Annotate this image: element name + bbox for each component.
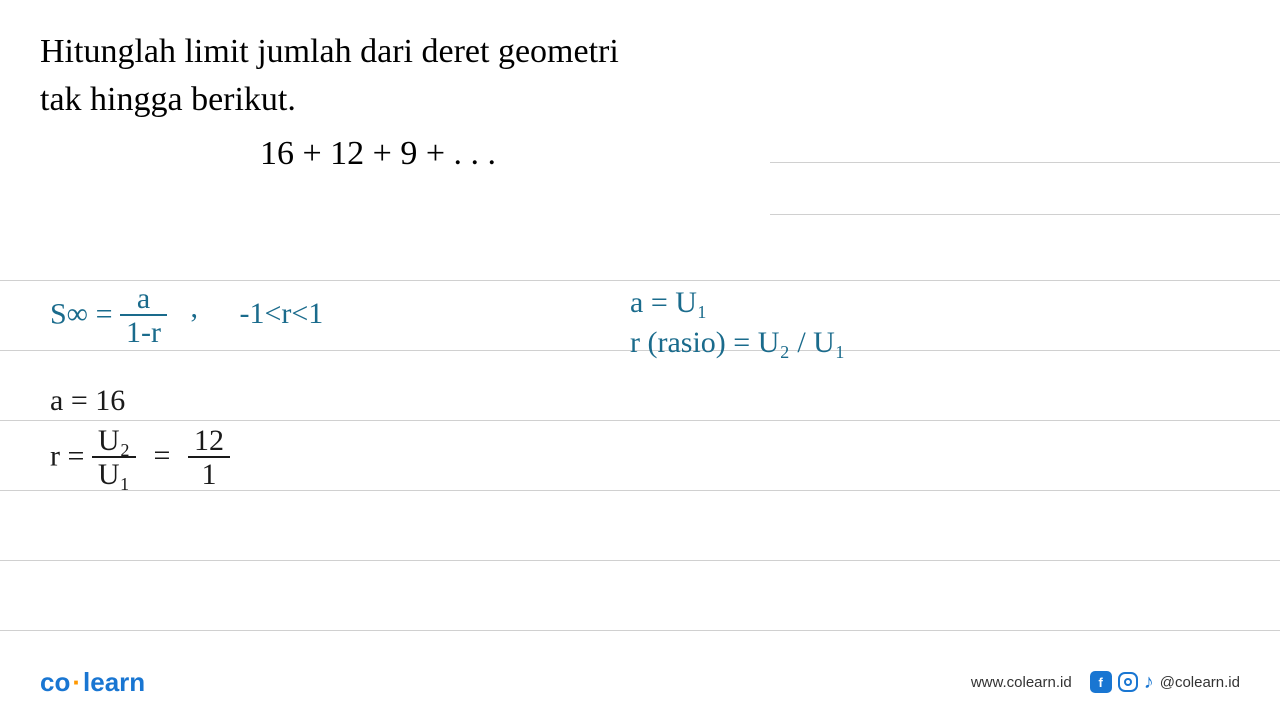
footer-right: www.colearn.id f ♪ @colearn.id [971,671,1240,694]
ruled-line [0,560,1280,561]
social-handle: @colearn.id [1160,674,1240,691]
formula-s-infinity: S∞ = a 1-r , -1<r<1 [50,284,323,349]
series-expression: 16 + 12 + 9 + . . . [260,135,1240,173]
formula-condition: -1<r<1 [239,297,323,330]
logo-suffix: learn [83,667,145,697]
facebook-icon: f [1090,671,1112,693]
definition-a: a = U₁ [630,286,707,320]
notebook-area: S∞ = a 1-r , -1<r<1 a = U₁ r (rasio) = U… [0,240,1280,660]
fraction-numerator: 12 [188,426,230,458]
fraction-numerator: U₂ [92,426,136,458]
calc-a: a = 16 [50,384,125,418]
instagram-icon [1118,672,1138,692]
logo: co·learn [40,667,145,698]
ruled-line [770,214,1280,215]
fraction-denominator: 1 [188,458,230,491]
footer: co·learn www.colearn.id f ♪ @colearn.id [0,662,1280,702]
tiktok-icon: ♪ [1144,671,1154,694]
question-block: Hitunglah limit jumlah dari deret geomet… [0,0,1280,173]
footer-url: www.colearn.id [971,674,1072,691]
ruled-line [0,630,1280,631]
logo-prefix: co [40,667,70,697]
logo-dot-icon: · [72,667,81,697]
social-icons: f ♪ @colearn.id [1090,671,1240,694]
calc-r-fraction-1: U₂ U₁ [92,426,136,491]
definition-r: r (rasio) = U₂ / U₁ [630,326,845,360]
ruled-line [0,280,1280,281]
formula-comma: , [190,291,198,324]
calc-r: r = U₂ U₁ = 12 1 [50,426,230,491]
ruled-line [770,162,1280,163]
question-line-2: tak hingga berikut. [40,76,1240,124]
fraction-denominator: U₁ [92,458,136,491]
fraction-denominator: 1-r [120,316,167,349]
calc-r-equals: = [154,439,171,472]
formula-fraction: a 1-r [120,284,167,349]
calc-r-left: r = [50,439,84,472]
fraction-numerator: a [120,284,167,316]
formula-left: S∞ = [50,297,113,330]
question-line-1: Hitunglah limit jumlah dari deret geomet… [40,28,1240,76]
calc-r-fraction-2: 12 1 [188,426,230,491]
ruled-line [0,420,1280,421]
